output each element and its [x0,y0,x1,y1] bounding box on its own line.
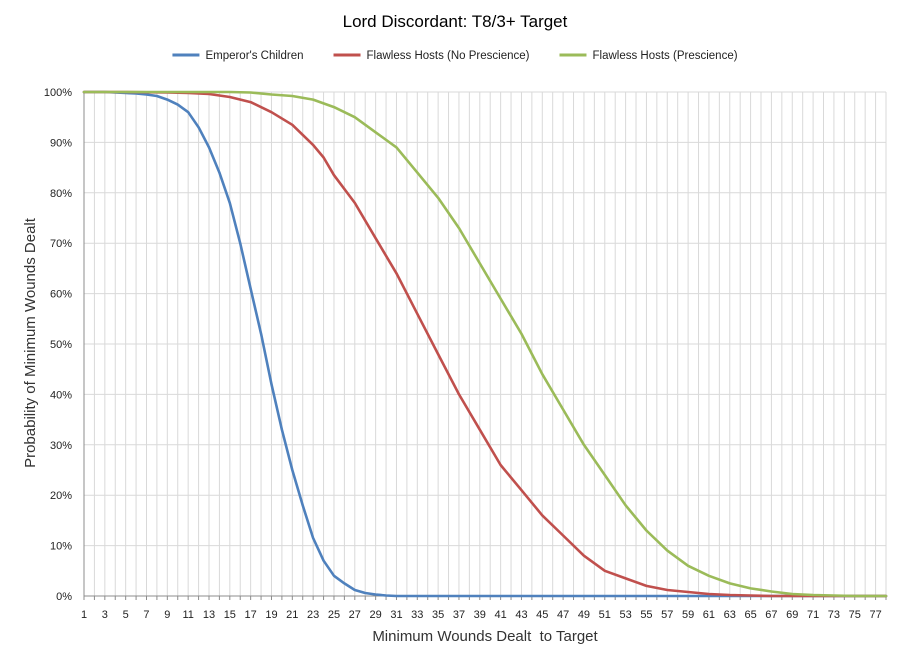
x-tick-label: 57 [661,609,673,621]
x-tick-label: 55 [640,609,652,621]
y-tick-label: 40% [50,389,72,401]
x-tick-label: 59 [682,609,694,621]
x-tick-label: 9 [164,609,170,621]
y-tick-label: 90% [50,137,72,149]
legend-label-1: Emperor's Children [205,50,303,62]
x-tick-label: 67 [765,609,777,621]
x-tick-label: 75 [849,609,861,621]
x-tick-label: 61 [703,609,715,621]
legend-label-3: Flawless Hosts (Prescience) [592,50,737,62]
x-tick-label: 15 [224,609,236,621]
x-tick-label: 31 [390,609,402,621]
series-layer [82,90,888,598]
x-tick-label: 53 [619,609,631,621]
chart-title: Lord Discordant: T8/3+ Target [343,12,568,31]
series-line-3 [82,90,888,598]
y-tick-label: 50% [50,339,72,351]
x-tick-label: 17 [245,609,257,621]
x-tick-label: 13 [203,609,215,621]
x-tick-label: 19 [265,609,277,621]
x-tick-label: 1 [81,609,87,621]
x-tick-label: 43 [515,609,527,621]
x-tick-label: 5 [123,609,129,621]
y-tick-label: 100% [44,87,72,99]
x-tick-label: 39 [474,609,486,621]
x-tick-label: 35 [432,609,444,621]
x-tick-label: 51 [599,609,611,621]
x-tick-label: 47 [557,609,569,621]
series-line-2 [82,90,888,598]
grid [83,91,887,597]
y-tick-label: 0% [56,591,72,603]
y-tick-label: 60% [50,289,72,301]
y-axis-label: Probability of Minimum Wounds Dealt [22,217,39,468]
x-tick-label: 45 [536,609,548,621]
x-tick-label: 77 [869,609,881,621]
y-tick-label: 30% [50,440,72,452]
x-tick-label: 27 [349,609,361,621]
legend-label-2: Flawless Hosts (No Prescience) [367,50,530,62]
x-tick-label: 69 [786,609,798,621]
x-tick-label: 33 [411,609,423,621]
x-tick-label: 25 [328,609,340,621]
y-tick-label: 20% [50,490,72,502]
x-axis-label: Minimum Wounds Dealt to Target [372,628,598,645]
x-tick-label: 71 [807,609,819,621]
x-tick-label: 21 [286,609,298,621]
x-tick-label: 7 [143,609,149,621]
x-tick-label: 73 [828,609,840,621]
tick-labels: 1 3 5 7 9 11 13 15 17 19 21 23 25 27 29 31 33 35 37 39 41 43 4… [44,87,882,621]
x-tick-label: 37 [453,609,465,621]
x-tick-label: 49 [578,609,590,621]
x-tick-label: 23 [307,609,319,621]
y-tick-label: 10% [50,541,72,553]
x-tick-label: 63 [724,609,736,621]
series-line-1 [82,90,888,598]
x-tick-label: 11 [182,609,193,621]
y-tick-label: 80% [50,188,72,200]
x-tick-label: 3 [102,609,108,621]
legend: Emperor's Children Flawless Hosts (No Pre… [172,50,738,62]
y-tick-label: 70% [50,238,72,250]
x-tick-label: 65 [744,609,756,621]
x-tick-label: 41 [494,609,506,621]
x-tick-label: 29 [370,609,382,621]
